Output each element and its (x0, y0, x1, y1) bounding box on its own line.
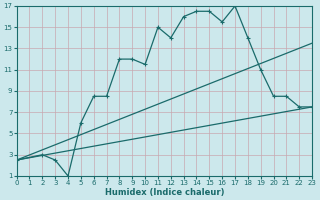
X-axis label: Humidex (Indice chaleur): Humidex (Indice chaleur) (105, 188, 224, 197)
